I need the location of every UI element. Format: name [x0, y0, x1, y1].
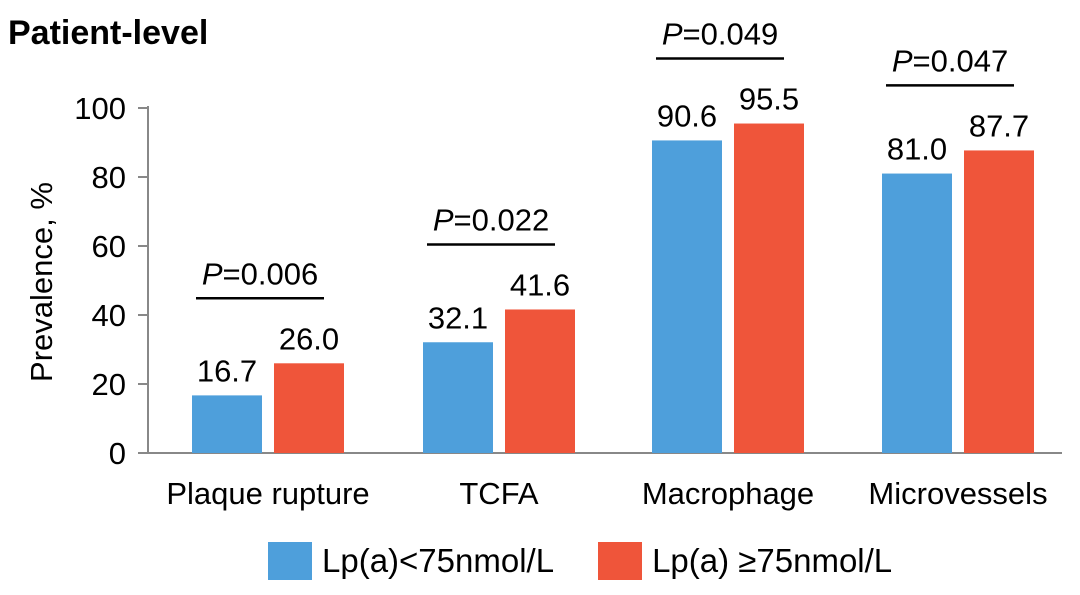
bar-high	[964, 150, 1034, 453]
data-label: 16.7	[197, 353, 257, 388]
data-label: 32.1	[428, 300, 488, 335]
bar-low	[652, 140, 722, 453]
data-label: 90.6	[657, 98, 717, 133]
bar-high	[274, 363, 344, 453]
p-value-label: P=0.022	[433, 202, 549, 237]
y-axis-label: Prevalence, %	[24, 182, 59, 382]
category-label: Microvessels	[868, 476, 1047, 511]
bar-low	[882, 173, 952, 454]
category-label: Plaque rupture	[166, 476, 369, 511]
chart-title: Patient-level	[8, 14, 209, 52]
bar-high	[734, 123, 804, 454]
y-tick-label: 40	[92, 298, 126, 333]
p-value-label: P=0.006	[202, 256, 318, 291]
bar-high	[505, 309, 575, 453]
legend-swatch-low	[268, 542, 312, 580]
y-tick-label: 80	[92, 160, 126, 195]
p-value-label: P=0.049	[662, 17, 778, 52]
legend-label-low: Lp(a)<75nmol/L	[322, 542, 555, 579]
legend-label-high: Lp(a) ≥75nmol/L	[652, 542, 893, 579]
p-value-label: P=0.047	[892, 43, 1008, 78]
data-label: 95.5	[739, 82, 799, 117]
y-tick-label: 100	[74, 91, 126, 126]
bar-low	[192, 395, 262, 453]
data-label: 26.0	[279, 321, 339, 356]
legend-item-low: Lp(a)<75nmol/L	[268, 542, 554, 580]
legend-item-high: Lp(a) ≥75nmol/L	[598, 542, 892, 580]
data-label: 81.0	[887, 132, 947, 167]
data-label: 87.7	[969, 108, 1029, 143]
data-label: 41.6	[510, 267, 570, 302]
y-tick-label: 0	[109, 436, 126, 471]
category-label: Macrophage	[642, 476, 814, 511]
category-label: TCFA	[459, 476, 539, 511]
legend-swatch-high	[598, 542, 643, 580]
y-tick-label: 60	[92, 229, 126, 264]
y-tick-label: 20	[92, 367, 126, 402]
legend: Lp(a)<75nmol/L Lp(a) ≥75nmol/L	[268, 540, 936, 582]
bar-low	[423, 342, 493, 453]
